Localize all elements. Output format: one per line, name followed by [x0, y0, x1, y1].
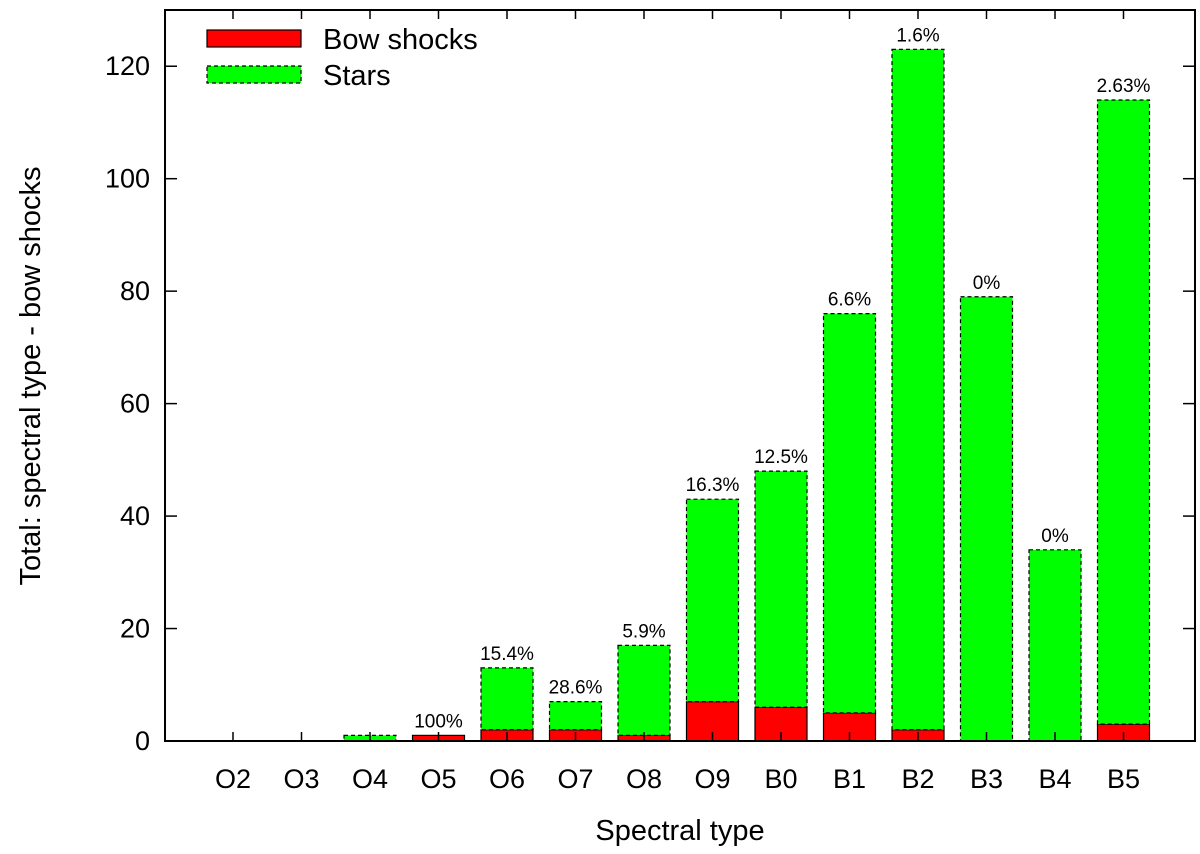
bar-stars-o7 [548, 701, 603, 731]
x-tick-label: O8 [626, 764, 662, 794]
percentage-label-o9: 16.3% [686, 475, 740, 496]
bar-stars-b0 [754, 470, 808, 708]
x-axis-ticks: O2 O3 O4 O5 O6 O7 O8 O9 B0 B1 B2 B3 B4 B5 [215, 10, 1140, 794]
x-tick-label: O3 [283, 764, 319, 794]
y-tick-label: 100 [105, 164, 150, 194]
y-tick-label: 80 [120, 276, 150, 306]
x-tick-label: B0 [764, 764, 797, 794]
percentage-label-b3: 0% [973, 273, 1001, 294]
percentage-label-o6: 15.4% [480, 644, 534, 665]
bar-stars-b5 [1096, 99, 1151, 725]
y-tick-label: 20 [120, 614, 150, 644]
x-tick-label: O9 [694, 764, 730, 794]
bar-stars-o9 [685, 498, 740, 703]
percentage-label-b1: 6.6% [828, 290, 871, 311]
percentage-label-b0: 12.5% [754, 447, 808, 468]
x-tick-label: B1 [833, 764, 866, 794]
percentage-labels: 100% 15.4% 28.6% 5.9% 16.3% 12.5% 6.6% 1.6% 0% 0%… [414, 25, 1150, 732]
percentage-label-o8: 5.9% [622, 621, 665, 642]
y-axis-ticks: 0 20 40 60 80 100 120 [105, 51, 1195, 756]
x-tick-label: O6 [489, 764, 525, 794]
bar-stars-o6 [480, 667, 534, 731]
percentage-label-b2: 1.6% [896, 25, 939, 46]
percentage-label-o7: 28.6% [549, 678, 603, 699]
legend-label-bow-shocks: Bow shocks [323, 24, 478, 56]
x-tick-label: B3 [970, 764, 1003, 794]
x-tick-label: B2 [901, 764, 934, 794]
x-tick-label: O5 [420, 764, 456, 794]
y-tick-label: 40 [120, 501, 150, 531]
bar-stars-b2 [891, 48, 945, 731]
bar-stars-b1 [822, 313, 877, 714]
x-tick-label: O7 [557, 764, 593, 794]
y-axis-title: Total: spectral type - bow shocks [15, 166, 47, 585]
plot-frame [164, 9, 1196, 742]
legend-swatch-bow-shocks [206, 29, 302, 48]
bar-stars-b3 [959, 296, 1014, 742]
percentage-label-b4: 0% [1041, 526, 1069, 547]
x-axis-title: Spectral type [595, 815, 764, 847]
legend: Bow shocks Stars [206, 24, 478, 92]
legend-label-stars: Stars [323, 60, 391, 92]
x-tick-label: O4 [352, 764, 388, 794]
x-tick-label: B5 [1107, 764, 1140, 794]
y-tick-label: 60 [120, 389, 150, 419]
percentage-label-b5: 2.63% [1097, 76, 1151, 97]
legend-swatch-stars [206, 65, 302, 84]
x-tick-label: B4 [1038, 764, 1071, 794]
percentage-label-o5: 100% [414, 711, 463, 732]
y-tick-label: 120 [105, 51, 150, 81]
bar-stars-b4 [1028, 549, 1082, 742]
y-tick-label: 0 [135, 726, 150, 756]
bars-group [343, 48, 1151, 742]
x-tick-label: O2 [215, 764, 251, 794]
bar-stars-o8 [617, 644, 671, 736]
